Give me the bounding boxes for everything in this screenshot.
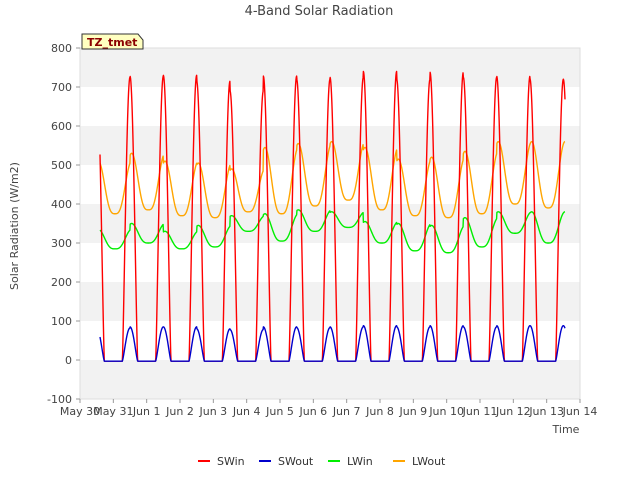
grid-band	[80, 360, 580, 399]
x-tick-label: Jun 14	[562, 405, 598, 418]
series-line-lwin	[99, 209, 566, 254]
series-line-swout	[99, 324, 566, 362]
y-tick-label: 800	[51, 42, 72, 55]
y-tick-label: 200	[51, 276, 72, 289]
x-axis-label: Time	[552, 423, 580, 436]
x-tick-label: Jun 8	[365, 405, 394, 418]
x-tick-label: May 31	[93, 405, 133, 418]
legend: SWin SWout LWin LWout	[198, 455, 446, 468]
chart-title: 4-Band Solar Radiation	[245, 4, 394, 19]
x-tick-label: Jun 7	[332, 405, 361, 418]
x-tick-label: Jun 9	[398, 405, 427, 418]
legend-label-lwin: LWin	[347, 455, 373, 468]
y-axis-label: Solar Radiation (W/m2)	[8, 162, 21, 290]
y-tick-label: 300	[51, 237, 72, 250]
plot-area-border	[79, 47, 581, 400]
x-tick-label: Jun 1	[132, 405, 161, 418]
x-tick-label: Jun 10	[428, 405, 464, 418]
site-label: TZ_tmet	[87, 36, 137, 49]
x-tick-label: Jun 11	[462, 405, 498, 418]
y-tick-label: 600	[51, 120, 72, 133]
site-badge: TZ_tmet	[81, 33, 144, 50]
x-tick-label: Jun 4	[232, 405, 261, 418]
legend-label-swin: SWin	[217, 455, 245, 468]
x-tick-label: Jun 2	[165, 405, 194, 418]
y-tick-label: -100	[47, 393, 72, 406]
y-tick-label: 700	[51, 81, 72, 94]
y-tick-label: 0	[65, 354, 72, 367]
x-tick-label: Jun 12	[495, 405, 531, 418]
grid-band	[80, 282, 580, 321]
y-tick-label: 100	[51, 315, 72, 328]
x-tick-label: Jun 13	[528, 405, 564, 418]
y-tick-label: 400	[51, 198, 72, 211]
y-axis: -100 0 100 200 300 400 500 600 700 800	[47, 42, 80, 406]
legend-label-lwout: LWout	[412, 455, 446, 468]
x-tick-label: May 30	[60, 405, 100, 418]
x-tick-label: Jun 6	[298, 405, 327, 418]
legend-label-swout: SWout	[278, 455, 314, 468]
x-tick-label: Jun 5	[265, 405, 294, 418]
y-tick-label: 500	[51, 159, 72, 172]
x-tick-label: Jun 3	[198, 405, 227, 418]
series-lines	[99, 70, 566, 362]
